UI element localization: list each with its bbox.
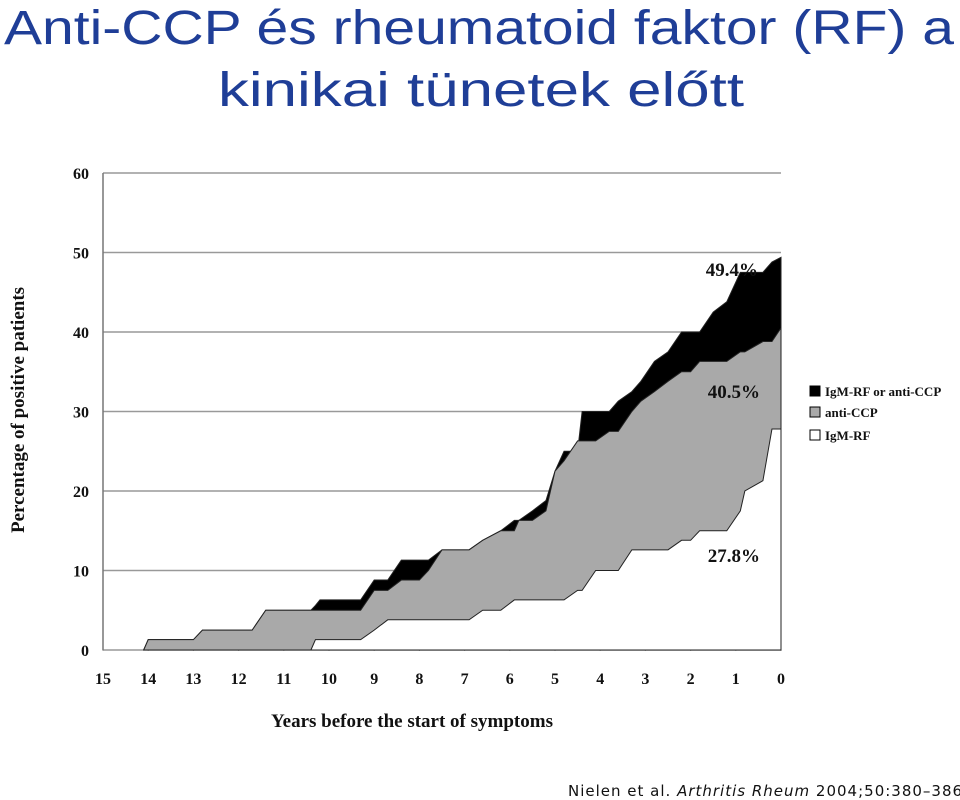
citation-authors: Nielen et al. xyxy=(568,782,671,800)
legend-swatch xyxy=(809,406,821,418)
x-tick-label: 11 xyxy=(276,671,291,688)
y-tick-label: 50 xyxy=(73,246,89,263)
y-tick-label: 60 xyxy=(73,166,89,183)
annotation: 49.4% xyxy=(706,260,758,281)
y-tick-label: 30 xyxy=(73,405,89,422)
y-tick-label: 40 xyxy=(73,325,89,342)
x-tick-label: 6 xyxy=(506,671,514,688)
slide-title: Anti-CCP és rheumatoid faktor (RF) a xyxy=(4,2,954,55)
x-tick-label: 3 xyxy=(641,671,649,688)
x-tick-label: 9 xyxy=(370,671,378,688)
citation-ref: 2004;50:380–386 xyxy=(816,782,960,800)
x-tick-label: 5 xyxy=(551,671,559,688)
x-tick-label: 1 xyxy=(732,671,740,688)
annotation: 40.5% xyxy=(708,382,760,403)
legend-swatch xyxy=(809,429,821,441)
x-tick-label: 10 xyxy=(321,671,337,688)
legend-label: anti-CCP xyxy=(825,405,878,420)
legend-label: IgM-RF or anti-CCP xyxy=(825,384,941,399)
citation-journal: Arthritis Rheum xyxy=(676,782,810,800)
x-tick-label: 15 xyxy=(95,671,111,688)
x-tick-label: 8 xyxy=(415,671,423,688)
x-tick-label: 12 xyxy=(231,671,247,688)
x-tick-label: 2 xyxy=(687,671,695,688)
x-axis-label: Years before the start of symptoms xyxy=(271,711,553,732)
x-tick-label: 13 xyxy=(185,671,201,688)
y-axis-label: Percentage of positive patients xyxy=(8,287,29,533)
citation: Nielen et al. Arthritis Rheum 2004;50:38… xyxy=(568,782,960,800)
annotation: 27.8% xyxy=(708,546,760,567)
slide-title: kinikai tünetek előtt xyxy=(218,64,744,117)
x-tick-label: 4 xyxy=(596,671,604,688)
y-tick-label: 0 xyxy=(81,643,89,660)
x-tick-label: 0 xyxy=(777,671,785,688)
area xyxy=(310,428,782,651)
legend-swatch xyxy=(809,385,821,397)
legend-label: IgM-RF xyxy=(825,428,871,443)
x-tick-label: 14 xyxy=(140,671,156,688)
x-tick-label: 7 xyxy=(461,671,469,688)
y-tick-label: 20 xyxy=(73,484,89,501)
y-tick-label: 10 xyxy=(73,564,89,581)
